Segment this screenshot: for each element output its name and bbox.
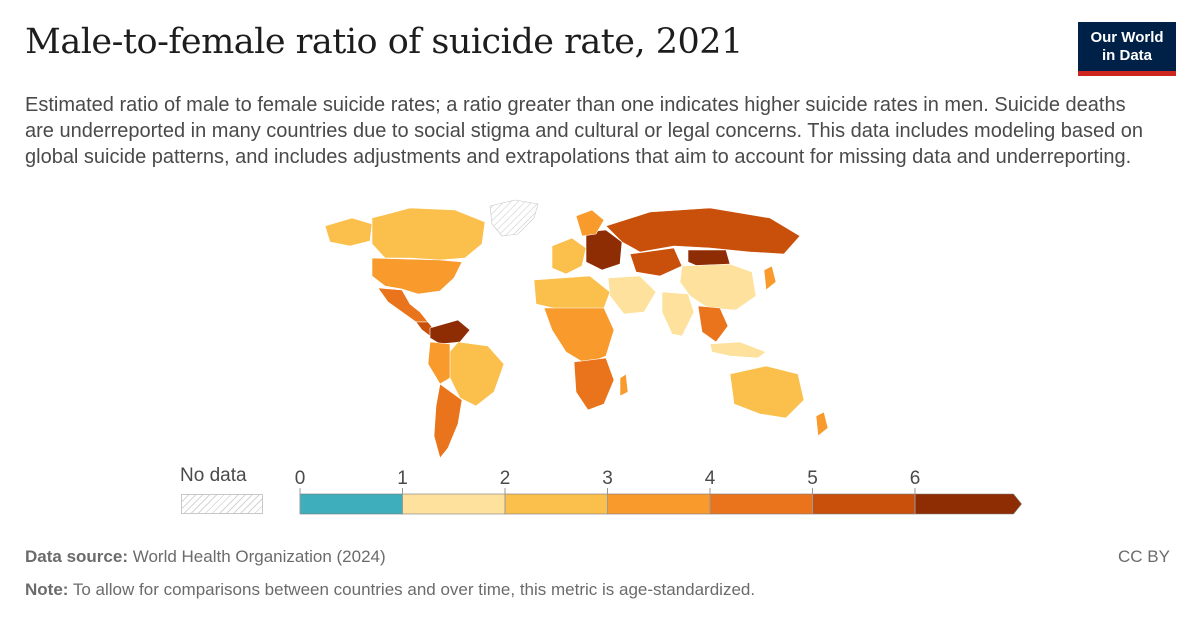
logo-line-1: Our World [1090, 29, 1164, 46]
map-region-greenland[interactable] [489, 199, 539, 237]
map-region-australia[interactable] [729, 365, 805, 419]
legend-tick-label: 2 [500, 468, 511, 489]
map-region-alaska[interactable] [324, 217, 373, 247]
legend-tick-label: 1 [397, 468, 408, 489]
logo-accent-bar [1078, 71, 1176, 76]
logo-line-2: in Data [1101, 47, 1152, 64]
map-region-new-zealand[interactable] [815, 411, 829, 437]
map-region-southeast-asia[interactable] [697, 305, 729, 343]
legend-tick-label: 5 [807, 468, 818, 489]
license[interactable]: CC BY [1118, 547, 1170, 566]
data-source-text[interactable]: World Health Organization (2024) [132, 547, 386, 566]
map-region-north-africa[interactable] [533, 275, 611, 313]
map-region-india[interactable] [661, 291, 695, 337]
legend-bin[interactable] [504, 493, 608, 515]
map-region-canada[interactable] [371, 207, 486, 261]
map-region-argentina-chile[interactable] [433, 383, 463, 459]
note-label: Note: [25, 580, 69, 599]
map-region-united-states[interactable] [371, 257, 463, 295]
map-region-indonesia[interactable] [709, 341, 767, 359]
map-region-venezuela-colombia[interactable] [429, 319, 471, 345]
legend-bin[interactable] [812, 493, 916, 515]
legend-tick-label: 6 [910, 468, 921, 489]
map-region-southern-africa[interactable] [573, 357, 615, 411]
map-region-middle-east[interactable] [607, 275, 657, 315]
map-region-peru-bolivia[interactable] [427, 341, 451, 385]
legend-color-scale: 0 1 2 3 4 5 6 [295, 468, 1022, 515]
legend-bin[interactable] [607, 493, 711, 515]
data-source-label: Data source: [25, 547, 128, 566]
map-region-eastern-europe[interactable] [585, 229, 623, 271]
legend-bin[interactable] [914, 493, 1022, 515]
map-region-kazakhstan[interactable] [629, 247, 683, 277]
map-region-china[interactable] [679, 263, 757, 311]
map-region-scandinavia[interactable] [575, 209, 605, 237]
map-region-central-africa[interactable] [543, 307, 615, 365]
legend-no-data-label: No data [180, 465, 247, 486]
chart-subtitle: Estimated ratio of male to female suicid… [25, 94, 1144, 168]
map-region-madagascar[interactable] [619, 373, 629, 397]
legend-tick-label: 4 [705, 468, 716, 489]
legend-tick-label: 3 [602, 468, 613, 489]
owid-logo[interactable]: Our World in Data [1078, 22, 1176, 76]
note-text: To allow for comparisons between countri… [72, 580, 756, 599]
legend-tick-label: 0 [295, 468, 306, 489]
map-region-russia[interactable] [605, 207, 801, 255]
data-source: Data source: World Health Organization (… [25, 547, 386, 567]
legend-bin[interactable] [402, 493, 506, 515]
map-region-japan[interactable] [763, 265, 777, 291]
legend-no-data-swatch [181, 494, 263, 514]
chart-note: Note: To allow for comparisons between c… [25, 580, 755, 600]
map-region-western-europe[interactable] [551, 237, 587, 275]
world-map[interactable] [290, 196, 850, 466]
chart-title: Male-to-female ratio of suicide rate, 20… [25, 22, 743, 62]
legend-bin[interactable] [299, 493, 403, 515]
legend-bin[interactable] [709, 493, 813, 515]
